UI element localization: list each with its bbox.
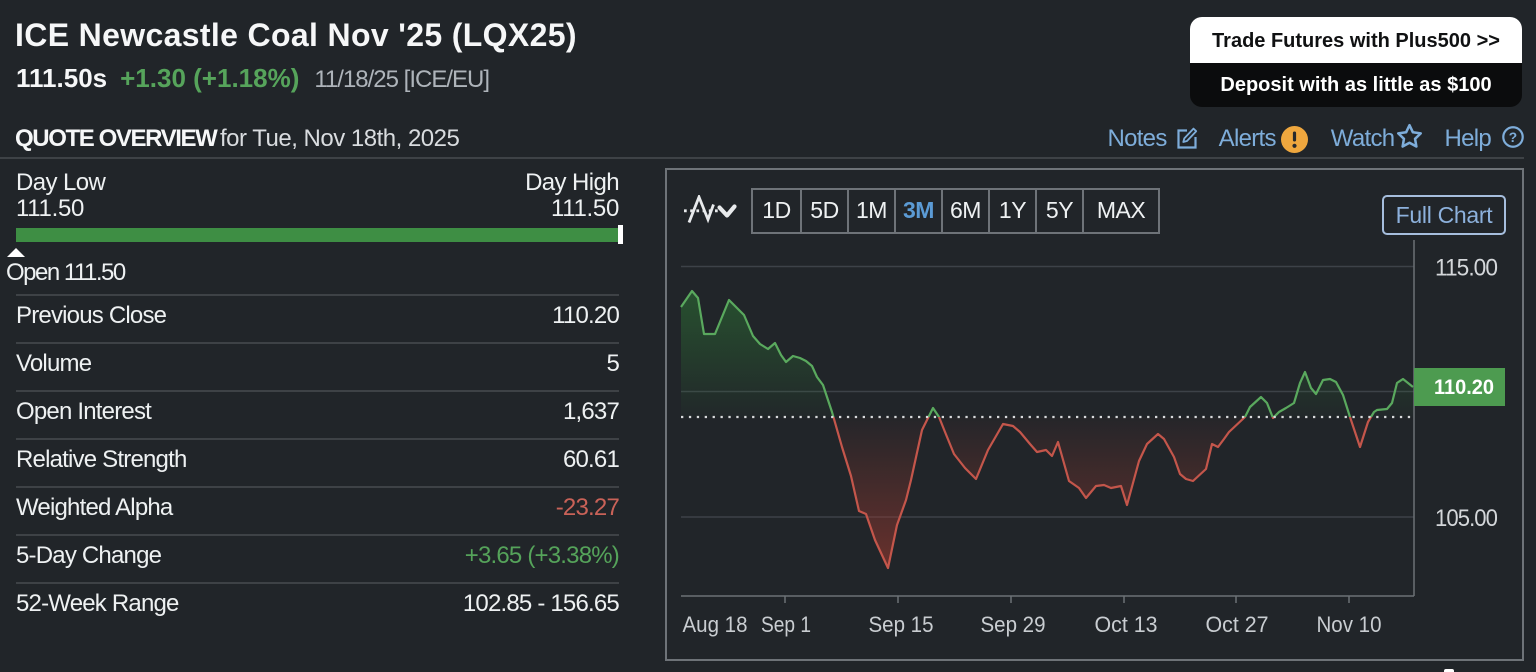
svg-text:Oct 13: Oct 13 xyxy=(1095,612,1158,637)
svg-text:110.20: 110.20 xyxy=(1434,376,1494,399)
svg-text:Sep 29: Sep 29 xyxy=(981,612,1046,637)
svg-text:115.00: 115.00 xyxy=(1435,255,1498,282)
svg-text:105.00: 105.00 xyxy=(1435,505,1498,532)
svg-text:Aug 18: Aug 18 xyxy=(683,612,748,637)
svg-text:Nov 10: Nov 10 xyxy=(1317,612,1382,637)
svg-text:Oct 27: Oct 27 xyxy=(1206,612,1269,637)
svg-text:Sep 1: Sep 1 xyxy=(761,612,811,637)
svg-text:Sep 15: Sep 15 xyxy=(869,612,934,637)
svg-text:?: ? xyxy=(1509,130,1517,145)
